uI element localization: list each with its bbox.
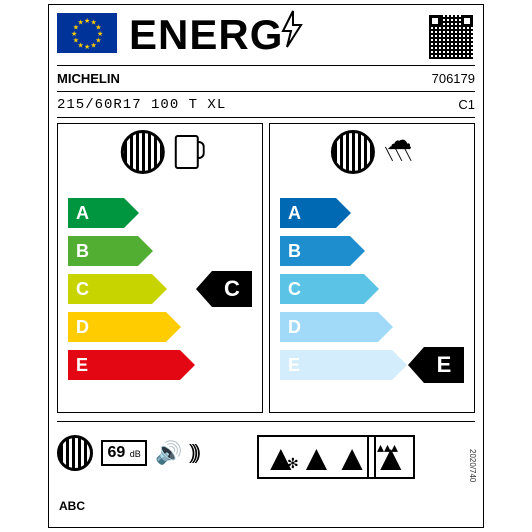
divider (57, 421, 475, 422)
divider (57, 91, 475, 92)
rating-bar-D: D (68, 312, 166, 342)
tire-icon (121, 130, 165, 174)
wet-pictogram: ☁╲╲╲ (331, 130, 413, 174)
tire-class: C1 (458, 97, 475, 112)
sound-waves-icon: ))) (189, 442, 197, 465)
rating-bar-E: E (280, 350, 392, 380)
speaker-icon: 🔊 (155, 440, 182, 466)
fuel-pictogram (121, 130, 199, 174)
rating-bar-D: D (280, 312, 378, 342)
rating-bar-A: A (280, 198, 336, 228)
rating-bar-C: C (280, 274, 364, 304)
rain-cloud-icon: ☁╲╲╲ (385, 130, 413, 164)
noise-unit: dB (130, 449, 141, 459)
header: ★★★★★★★★★★★★ ENERG (57, 13, 475, 53)
divider (57, 65, 475, 66)
noise-value: 69 (107, 444, 125, 461)
tire-size: 215/60R17 100 T XL (57, 97, 226, 113)
energy-wordmark: ENERG (129, 9, 305, 59)
noise-value-box: 69 dB (101, 440, 146, 466)
ice-grip-icon: ▲▴▴▴ (367, 435, 415, 479)
divider (57, 117, 475, 118)
tire-icon (57, 435, 93, 471)
qr-code-icon (427, 13, 475, 61)
rating-bar-A: A (68, 198, 124, 228)
rating-bar-E: E (68, 350, 180, 380)
noise-class-letters: ABC (59, 499, 85, 513)
noise-section: 69 dB 🔊 ))) ABC (57, 435, 197, 471)
wet-rating-bars: ABCDE (280, 198, 392, 388)
energy-text: ENERG (129, 11, 283, 58)
article-number: 706179 (432, 71, 475, 86)
fuel-rating-bars: ABCDE (68, 198, 180, 388)
rating-bar-C: C (68, 274, 152, 304)
bolt-icon (279, 9, 305, 59)
footer: 69 dB 🔊 ))) ABC ▲▲▲✻ ▲▴▴▴ 2020/740 (57, 429, 475, 521)
rating-bar-B: B (280, 236, 350, 266)
eu-tire-label: ★★★★★★★★★★★★ ENERG MICHELIN 706179 215/6… (48, 4, 484, 528)
rating-bar-B: B (68, 236, 138, 266)
snow-grip-icon: ▲▲▲✻ (257, 435, 376, 479)
wet-rating-badge: E (424, 347, 464, 383)
fuel-pump-icon (175, 135, 199, 169)
brand-name: MICHELIN (57, 71, 120, 86)
tire-icon (331, 130, 375, 174)
fuel-efficiency-panel: ABCDE C (57, 123, 263, 413)
eu-flag-icon: ★★★★★★★★★★★★ (57, 13, 117, 53)
wet-grip-panel: ☁╲╲╲ ABCDE E (269, 123, 475, 413)
regulation-number: 2020/740 (468, 449, 477, 482)
fuel-rating-badge: C (212, 271, 252, 307)
